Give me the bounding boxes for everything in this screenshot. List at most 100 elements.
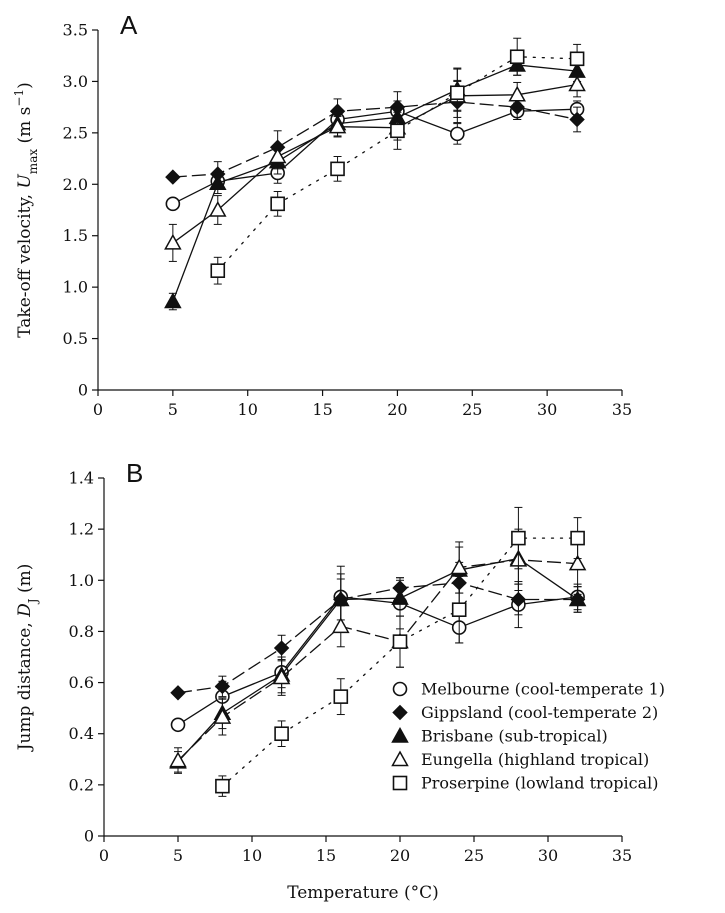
data-point [509, 49, 525, 65]
y-axis-title-part: J [26, 598, 40, 605]
x-tick-label: 5 [173, 846, 183, 865]
data-point [450, 85, 465, 101]
data-point [270, 196, 285, 212]
legend-marker [392, 681, 408, 697]
data-point [450, 558, 468, 575]
y-tick-label: 0.8 [69, 622, 94, 641]
legend-label: Brisbane (sub-tropical) [421, 727, 608, 746]
data-point [332, 617, 350, 634]
legend-marker [392, 775, 408, 791]
series-line [177, 582, 578, 694]
y-tick-label: 1.5 [63, 226, 88, 245]
y-tick-label: 2.5 [63, 123, 88, 142]
data-point [392, 634, 408, 649]
series-triangle-open [169, 528, 587, 774]
y-tick-label: 3.0 [63, 72, 88, 91]
x-tick-label: 10 [238, 400, 258, 419]
y-tick-label: 1.0 [63, 278, 88, 297]
data-point [170, 717, 186, 733]
panel-A: 0 0.5 1.0 1.5 2.0 2.5 3.0 3.5 0 5 10 15 20 25 30 35 A Tak… [12, 10, 632, 419]
y-axis-title-part: (m s [15, 107, 35, 149]
x-tick-label: 30 [538, 846, 558, 865]
y-tick-label: 2.0 [63, 175, 88, 194]
data-point [568, 75, 586, 92]
data-point [274, 726, 289, 742]
series-line [172, 101, 578, 178]
data-point [214, 678, 231, 695]
x-tick-label: 15 [312, 400, 332, 419]
legend-marker [391, 726, 409, 743]
y-tick-label: 1.0 [69, 571, 94, 590]
y-tick-label: 1.2 [69, 520, 94, 539]
x-tick-label: 15 [316, 846, 336, 865]
legend: Melbourne (cool-temperate 1) Gippsland (c… [391, 680, 665, 793]
y-tick-label: 0.4 [69, 724, 94, 743]
data-point [570, 530, 585, 546]
data-point [510, 591, 527, 608]
data-point [568, 590, 587, 607]
legend-label: Eungella (highland tropical) [421, 750, 649, 769]
legend-marker [392, 704, 408, 721]
data-point [272, 668, 291, 685]
data-point [273, 640, 290, 656]
y-axis-title-part: max [26, 149, 40, 175]
x-tick-label: 30 [537, 400, 557, 419]
series-square-open [215, 506, 585, 797]
series-triangle-filled [164, 54, 586, 311]
data-point [215, 778, 230, 794]
data-point [511, 530, 526, 546]
data-point [450, 126, 465, 142]
y-axis-title-part: −1 [12, 89, 26, 107]
data-point [165, 196, 181, 212]
data-point [569, 51, 585, 67]
x-tick-label: 35 [612, 846, 632, 865]
x-tick-label: 10 [242, 846, 262, 865]
series-line [177, 557, 578, 763]
x-axis-title: Temperature (°C) [287, 883, 439, 903]
data-point [328, 117, 347, 134]
legend-marker [391, 750, 409, 767]
y-axis-title-part: D [15, 603, 35, 618]
data-point [213, 708, 232, 724]
x-tick-label: 5 [168, 400, 178, 419]
data-point [569, 111, 585, 128]
y-tick-label: 0 [78, 381, 88, 400]
y-axis-title-part: U [15, 174, 35, 189]
y-axis-title-part: ) [15, 82, 35, 89]
x-tick-label: 20 [387, 400, 407, 419]
data-point [451, 602, 467, 617]
x-tick-label: 0 [99, 846, 109, 865]
y-axis-title-part: (m) [15, 564, 35, 599]
y-tick-label: 0.6 [69, 673, 94, 692]
y-axis-title: Jump distance, DJ (m) [15, 564, 40, 753]
data-point [330, 161, 345, 177]
data-point [164, 233, 182, 250]
y-tick-label: 0.5 [63, 329, 88, 348]
data-point [165, 169, 181, 185]
x-tick-label: 25 [464, 846, 484, 865]
legend-label: Melbourne (cool-temperate 1) [421, 680, 665, 699]
data-point [170, 685, 186, 701]
x-tick-label: 20 [390, 846, 410, 865]
legend-label: Proserpine (lowland tropical) [421, 774, 659, 793]
x-tick-label: 25 [462, 400, 482, 419]
series-line [172, 64, 578, 302]
panel-B: 0 0.2 0.4 0.6 0.8 1.0 1.2 1.4 0 5 10 15 20 25 30 35 B Jum… [15, 458, 632, 903]
x-tick-label: 0 [93, 400, 103, 419]
data-point [164, 292, 182, 309]
series-circle-open [165, 100, 585, 212]
data-point [391, 589, 409, 605]
y-tick-label: 1.4 [69, 469, 94, 488]
data-point [210, 263, 226, 278]
data-point [508, 85, 526, 102]
series-square-open [210, 37, 585, 285]
y-tick-label: 0 [84, 827, 94, 846]
data-point [568, 554, 587, 571]
y-axis-title-part: Take-off velocity, [15, 189, 35, 338]
series-triangle-open [164, 71, 586, 262]
y-tick-label: 0.2 [69, 775, 94, 794]
y-axis-title-part: Jump distance, [15, 617, 35, 753]
series-line [172, 83, 578, 244]
